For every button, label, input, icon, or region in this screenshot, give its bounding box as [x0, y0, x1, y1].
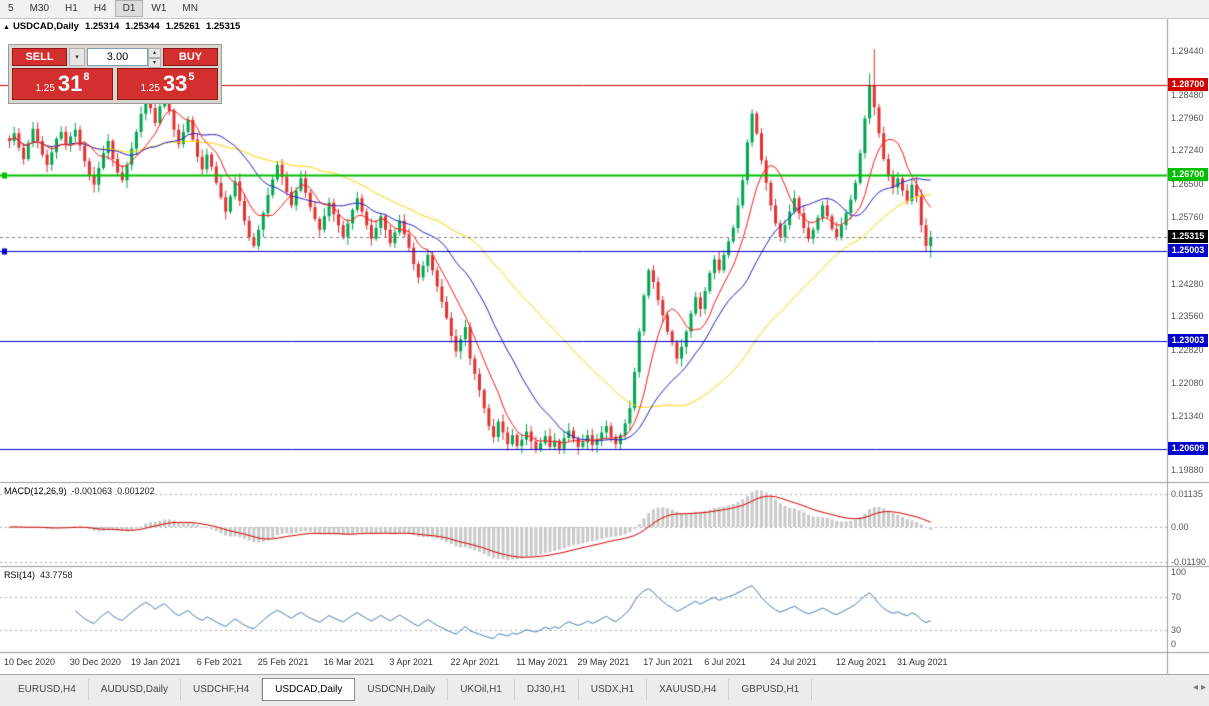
- sell-price-prefix: 1.25: [35, 83, 55, 94]
- buy-button[interactable]: BUY: [163, 48, 218, 66]
- price-tag[interactable]: 1.25003: [1168, 244, 1208, 258]
- buy-price-point: 5: [188, 71, 195, 83]
- macd-value-main: -0.001063: [71, 486, 113, 496]
- tab-xauusd-h4[interactable]: XAUUSD,H4: [647, 679, 730, 700]
- macd-name: MACD(12,26,9): [4, 486, 67, 496]
- period-button-h4[interactable]: H4: [86, 0, 115, 17]
- date-axis-label: 31 Aug 2021: [897, 657, 948, 667]
- symbol-ohlc-header: ▲ USDCAD,Daily 1.25314 1.25344 1.25261 1.2531…: [3, 21, 246, 32]
- price-tag[interactable]: 1.28700: [1168, 77, 1208, 91]
- ohlc-low: 1.25261: [165, 21, 200, 32]
- date-axis-label: 25 Feb 2021: [257, 657, 309, 667]
- rsi-axis-label: 70: [1171, 591, 1182, 602]
- volume-decrease-button[interactable]: ▾: [148, 58, 161, 68]
- buy-price-prefix: 1.25: [140, 83, 160, 94]
- date-axis-label: 30 Dec 2020: [69, 657, 121, 667]
- price-axis-label: 1.27960: [1171, 113, 1204, 123]
- period-button-d1[interactable]: D1: [114, 0, 144, 17]
- date-axis-label: 24 Jul 2021: [770, 657, 817, 667]
- price-axis-label: 1.27240: [1171, 145, 1204, 156]
- volume-input[interactable]: [87, 48, 148, 66]
- price-axis-label: 1.24280: [1171, 278, 1204, 289]
- volume-increase-button[interactable]: ▴: [148, 48, 161, 58]
- rsi-indicator-label: RSI(14) 43.7758: [4, 570, 78, 580]
- timeframe-toolbar: 5 M30 H1 H4 D1 W1 MN: [0, 0, 1209, 19]
- price-axis-label: 1.23560: [1171, 311, 1204, 322]
- date-axis-label: 17 Jun 2021: [643, 657, 693, 667]
- rsi-axis-label: 30: [1171, 625, 1182, 636]
- price-axis-label: 1.25760: [1171, 212, 1204, 223]
- period-button-w1[interactable]: W1: [143, 0, 174, 17]
- price-tag[interactable]: 1.20609: [1168, 442, 1208, 456]
- price-axis-label: 1.28480: [1171, 89, 1204, 100]
- sell-price-point: 8: [83, 71, 90, 83]
- date-axis-label: 6 Feb 2021: [196, 657, 243, 667]
- period-button-m30[interactable]: M30: [22, 0, 57, 17]
- sell-price-button[interactable]: 1.25 31 8: [12, 68, 113, 100]
- price-axis-label: 1.29440: [1171, 46, 1204, 57]
- one-click-trading-panel: SELL ▾ ▴ ▾ BUY 1.25 31 8 1.25 33 5: [8, 44, 222, 104]
- sell-button[interactable]: SELL: [12, 48, 67, 66]
- tab-usdx-h1[interactable]: USDX,H1: [579, 679, 648, 700]
- date-axis-label: 22 Apr 2021: [450, 657, 500, 667]
- period-button-mn[interactable]: MN: [174, 0, 206, 17]
- period-button-5[interactable]: 5: [0, 0, 22, 17]
- price-axis-label: 1.22820: [1171, 344, 1204, 355]
- price-axis-label: 1.21340: [1171, 411, 1204, 422]
- volume-stepper: ▴ ▾: [148, 48, 161, 68]
- tab-dj30-h1[interactable]: DJ30,H1: [515, 679, 579, 700]
- rsi-axis-label: 0: [1171, 639, 1177, 649]
- tab-scroll-right-icon[interactable]: ▸: [1200, 682, 1206, 693]
- buy-price-button[interactable]: 1.25 33 5: [117, 68, 218, 100]
- price-tag: 1.25315: [1168, 230, 1208, 244]
- sell-price-pips: 31: [57, 71, 83, 96]
- rsi-name: RSI(14): [4, 570, 36, 580]
- price-axis-label: 1.26500: [1171, 178, 1204, 189]
- rsi-value: 43.7758: [40, 570, 73, 580]
- tab-gbpusd-h1[interactable]: GBPUSD,H1: [729, 679, 813, 700]
- volume-dropdown-button[interactable]: ▾: [69, 48, 85, 66]
- price-axis-label: 1.19880: [1171, 465, 1204, 475]
- ohlc-high: 1.25344: [125, 21, 160, 32]
- macd-axis-label: -0.01190: [1171, 556, 1206, 567]
- caret-down-icon: ▾: [75, 54, 79, 61]
- price-tag[interactable]: 1.26700: [1168, 167, 1208, 181]
- date-axis-label: 10 Dec 2020: [4, 657, 56, 667]
- tab-scroll-buttons: ◂ ▸: [1193, 682, 1206, 693]
- date-axis-label: 16 Mar 2021: [323, 657, 375, 667]
- period-button-h1[interactable]: H1: [57, 0, 86, 17]
- date-axis-label: 3 Apr 2021: [389, 657, 433, 667]
- date-axis-label: 11 May 2021: [516, 657, 568, 667]
- tab-eurusd-h4[interactable]: EURUSD,H4: [6, 679, 89, 700]
- tab-usdcnh-daily[interactable]: USDCNH,Daily: [355, 679, 449, 700]
- date-axis-label: 6 Jul 2021: [704, 657, 746, 667]
- chart-tab-bar: EURUSD,H4 AUDUSD,Daily USDCHF,H4 USDCAD,Dai…: [0, 674, 1209, 706]
- chart-marker-icon: ▲: [3, 24, 10, 31]
- macd-axis-label: 0.01135: [1171, 489, 1203, 500]
- tab-audusd-daily[interactable]: AUDUSD,Daily: [89, 679, 182, 700]
- ohlc-open: 1.25314: [84, 21, 120, 32]
- macd-value-signal: 0.001202: [117, 486, 155, 496]
- price-tag[interactable]: 1.23003: [1168, 334, 1208, 348]
- date-axis-label: 12 Aug 2021: [835, 657, 887, 667]
- rsi-axis-label: 100: [1171, 567, 1187, 577]
- date-axis-label: 29 May 2021: [577, 657, 630, 667]
- buy-price-pips: 33: [162, 71, 188, 96]
- tab-scroll-left-icon[interactable]: ◂: [1192, 682, 1198, 693]
- symbol-name: USDCAD,Daily: [12, 21, 79, 32]
- macd-axis-label: 0.00: [1171, 522, 1189, 532]
- price-axis-label: 1.22080: [1171, 377, 1204, 388]
- tab-usdchf-h4[interactable]: USDCHF,H4: [181, 679, 263, 700]
- macd-indicator-label: MACD(12,26,9) -0.001063 0.001202: [4, 486, 160, 496]
- ohlc-close: 1.25315: [205, 21, 241, 32]
- date-axis-label: 19 Jan 2021: [130, 657, 181, 667]
- tab-usdcad-daily[interactable]: USDCAD,Daily: [262, 678, 356, 701]
- tab-ukoil-h1[interactable]: UKOil,H1: [448, 679, 515, 700]
